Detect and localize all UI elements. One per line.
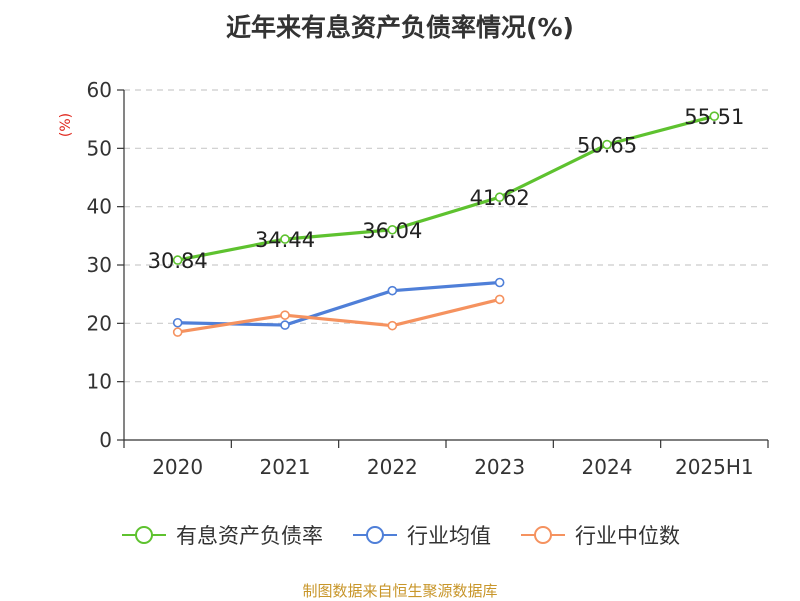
legend-swatch-icon xyxy=(521,526,565,544)
x-tick-label: 2020 xyxy=(152,455,203,479)
data-label: 34.44 xyxy=(255,228,315,252)
legend-item: 有息资产负债率 xyxy=(120,520,323,550)
legend: 有息资产负债率 行业均值 行业中位数 xyxy=(0,520,800,550)
series-line xyxy=(177,114,715,262)
data-point xyxy=(494,294,505,305)
x-tick-label: 2024 xyxy=(582,455,633,479)
legend-swatch-icon xyxy=(353,526,397,544)
data-point xyxy=(280,234,290,244)
data-label: 30.84 xyxy=(148,249,208,273)
data-point xyxy=(494,192,505,203)
legend-label: 行业中位数 xyxy=(575,524,680,548)
chart-title: 近年来有息资产负债率情况(%) xyxy=(226,13,574,42)
x-tick-label: 2021 xyxy=(260,455,311,479)
legend-label: 行业均值 xyxy=(407,524,491,548)
y-tick-label: 50 xyxy=(87,136,112,160)
data-label: 55.51 xyxy=(684,105,744,129)
y-tick-label: 40 xyxy=(87,195,112,219)
data-point xyxy=(280,310,290,320)
y-tick-label: 10 xyxy=(87,370,112,394)
y-tick-label: 0 xyxy=(99,428,112,452)
data-label: 41.62 xyxy=(470,186,530,210)
legend-item: 行业均值 xyxy=(351,520,491,550)
data-point xyxy=(709,111,720,121)
y-axis-label: (%) xyxy=(58,113,74,137)
data-point xyxy=(387,285,398,296)
data-label: 36.04 xyxy=(362,219,422,243)
series-line xyxy=(177,297,501,334)
data-point xyxy=(494,277,505,288)
data-label: 50.65 xyxy=(577,134,637,158)
x-tick-label: 2025H1 xyxy=(675,455,754,479)
series-line xyxy=(177,280,500,327)
x-tick-label: 2023 xyxy=(474,455,525,479)
legend-swatch-icon xyxy=(122,526,166,544)
source-note: 制图数据来自恒生聚源数据库 xyxy=(302,582,498,600)
legend-label: 有息资产负债率 xyxy=(176,524,323,548)
data-point xyxy=(602,139,612,150)
legend-item: 行业中位数 xyxy=(519,520,680,550)
y-tick-label: 20 xyxy=(87,311,112,335)
data-point xyxy=(387,224,398,235)
x-tick-label: 2022 xyxy=(367,455,418,479)
data-point xyxy=(172,327,183,337)
data-point xyxy=(172,255,183,265)
data-point xyxy=(387,320,398,331)
data-point xyxy=(172,317,183,328)
data-point xyxy=(280,320,290,330)
y-tick-label: 60 xyxy=(87,78,112,102)
y-tick-label: 30 xyxy=(87,253,112,277)
